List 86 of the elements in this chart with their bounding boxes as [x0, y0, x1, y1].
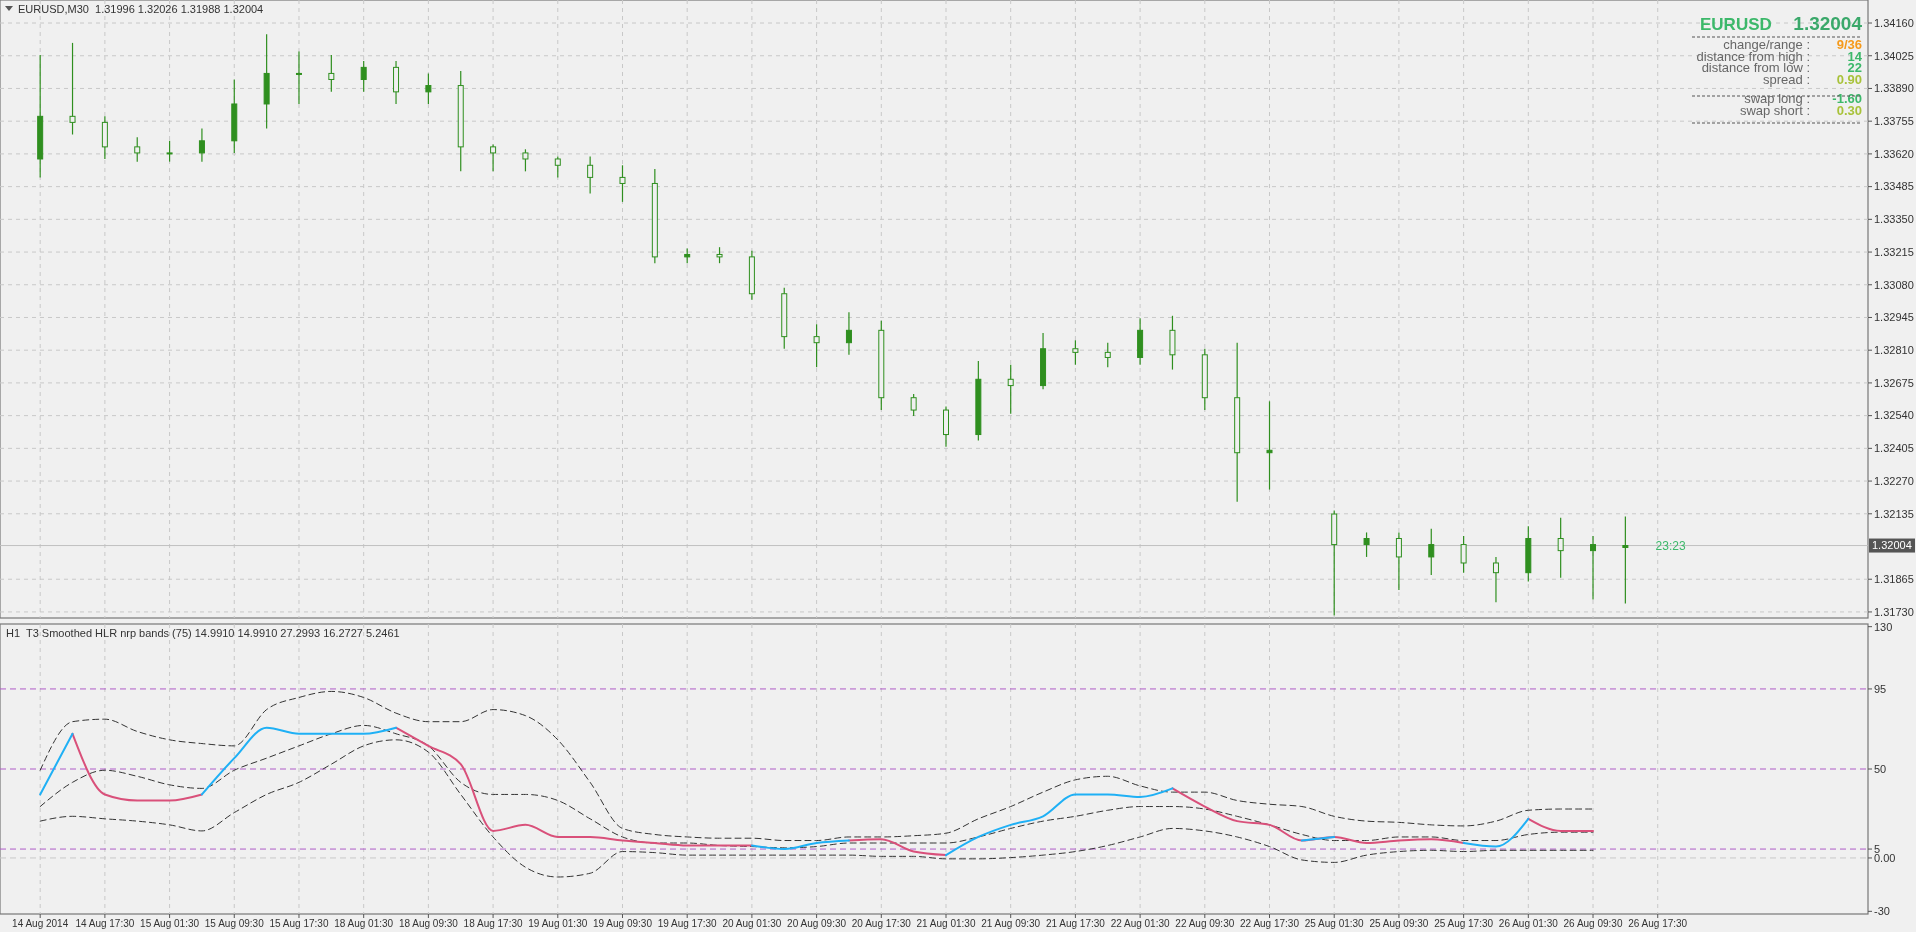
chart-title: EURUSD,M30 1.31996 1.32026 1.31988 1.32004: [18, 3, 264, 15]
candlestick: [522, 148, 529, 172]
x-tick-label: 21 Aug 01:30: [916, 918, 976, 929]
y-tick-label: 1.32135: [1874, 507, 1914, 520]
y-tick-label: 1.33620: [1874, 147, 1914, 160]
x-tick-label: 15 Aug 17:30: [269, 918, 329, 929]
y-tick-label: 1.31865: [1874, 573, 1914, 586]
candlestick: [1266, 400, 1273, 491]
candlestick: [1590, 535, 1597, 601]
line-series: [39, 690, 1594, 842]
candlestick: [1428, 528, 1435, 576]
candlestick: [1492, 556, 1499, 603]
chart-title: H1 T3 Smoothed HLR nrp bands (75) 14.9910 14.9910 27.2993 16.2727 5.2461: [6, 627, 400, 639]
candlestick: [295, 50, 302, 105]
x-tick-label: 15 Aug 01:30: [140, 918, 200, 929]
candlestick: [845, 311, 852, 356]
x-tick-label: 22 Aug 17:30: [1240, 918, 1300, 929]
y-tick-label: 1.32540: [1874, 409, 1914, 422]
x-tick-label: 14 Aug 2014: [12, 918, 69, 929]
x-tick-label: 21 Aug 09:30: [981, 918, 1041, 929]
candlestick: [1072, 339, 1079, 366]
x-tick-label: 25 Aug 01:30: [1304, 918, 1365, 929]
candlestick: [1460, 535, 1467, 574]
y-tick-label: 1.33755: [1874, 115, 1914, 128]
x-tick-label: 15 Aug 09:30: [204, 918, 265, 929]
x-tick-label: 26 Aug 01:30: [1498, 918, 1559, 929]
candlestick: [1007, 364, 1014, 415]
candlestick: [554, 155, 561, 178]
x-tick-label: 18 Aug 17:30: [463, 918, 523, 929]
candlestick: [1622, 515, 1629, 605]
x-tick-label: 18 Aug 01:30: [334, 918, 394, 929]
y-tick-label: 1.32270: [1874, 474, 1914, 487]
x-tick-label: 26 Aug 17:30: [1628, 918, 1688, 929]
x-tick-label: 20 Aug 01:30: [722, 918, 782, 929]
x-tick-label: 21 Aug 17:30: [1045, 918, 1106, 929]
y-tick-label: 1.32405: [1874, 442, 1914, 455]
candlestick: [587, 155, 594, 194]
candlestick: [166, 140, 173, 163]
annotation: spread :: [1763, 71, 1810, 87]
y-tick-label: -30: [1874, 905, 1890, 918]
x-tick-label: 25 Aug 09:30: [1369, 918, 1429, 929]
y-tick-label: 1.33485: [1874, 180, 1914, 193]
candlestick: [1363, 531, 1370, 558]
candlestick: [813, 323, 820, 368]
x-tick-label: 25 Aug 17:30: [1434, 918, 1494, 929]
y-tick-label: 1.33890: [1874, 82, 1914, 95]
y-tick-label: 1.34160: [1874, 16, 1914, 29]
candlestick: [134, 136, 141, 163]
candlestick: [425, 72, 432, 105]
x-tick-label: 22 Aug 01:30: [1110, 918, 1171, 929]
candlestick: [328, 54, 335, 93]
annotation: EURUSD: [1700, 15, 1772, 34]
x-tick-label: 20 Aug 09:30: [787, 918, 847, 929]
x-tick-label: 19 Aug 17:30: [657, 918, 718, 929]
y-tick-label: 130: [1874, 620, 1893, 633]
x-tick-label: 14 Aug 17:30: [75, 918, 135, 929]
ref-line-label: 1.32004: [1872, 539, 1912, 552]
x-tick-label: 18 Aug 09:30: [398, 918, 459, 929]
candlestick: [1395, 531, 1402, 591]
y-tick-label: 1.33215: [1874, 245, 1914, 258]
x-tick-label: 20 Aug 17:30: [851, 918, 912, 929]
candlestick: [490, 143, 497, 172]
y-tick-label: 95: [1874, 682, 1887, 695]
annotation: 23:23: [1655, 538, 1686, 553]
x-tick-label: 19 Aug 01:30: [528, 918, 588, 929]
y-tick-label: 50: [1874, 762, 1887, 775]
x-tick-label: 19 Aug 09:30: [593, 918, 653, 929]
x-tick-label: 22 Aug 09:30: [1175, 918, 1235, 929]
candlestick: [1104, 342, 1111, 368]
y-tick-label: 1.34025: [1874, 49, 1914, 62]
y-tick-label: 1.31730: [1874, 605, 1914, 618]
candlestick: [69, 42, 76, 136]
annotation: 1.32004: [1793, 13, 1863, 34]
candlestick: [360, 60, 367, 93]
y-tick-label: 1.33080: [1874, 278, 1914, 291]
candlestick: [910, 393, 917, 417]
y-tick-label: 1.32945: [1874, 311, 1914, 324]
y-tick-label: 1.32675: [1874, 376, 1914, 389]
candlestick: [198, 127, 205, 163]
y-tick-label: 1.32810: [1874, 344, 1914, 357]
y-tick-label: 5: [1874, 842, 1881, 855]
y-tick-label: 1.33350: [1874, 213, 1914, 226]
candlestick: [619, 164, 626, 203]
x-tick-label: 26 Aug 09:30: [1563, 918, 1623, 929]
candlestick: [1557, 517, 1564, 579]
line-series: [39, 739, 1594, 878]
